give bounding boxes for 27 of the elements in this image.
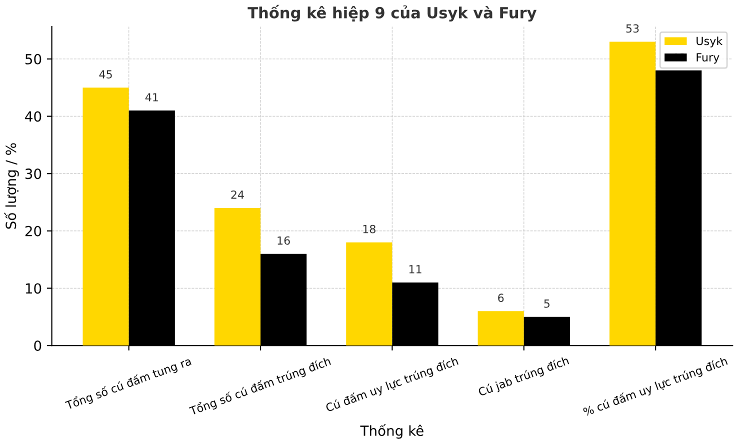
- data-label: 24: [231, 190, 244, 199]
- legend-label: Fury: [696, 53, 720, 64]
- bar: [214, 208, 261, 346]
- y-tick-label: 50: [25, 54, 42, 64]
- bar: [82, 88, 129, 346]
- data-label: 18: [363, 224, 376, 234]
- y-tick-label: 40: [25, 111, 42, 122]
- y-tick-label: 0: [34, 340, 42, 352]
- legend-label: Usyk: [696, 36, 723, 48]
- y-tick-label: 30: [25, 168, 42, 180]
- y-tick-label: 10: [26, 283, 42, 294]
- bar: [346, 242, 392, 346]
- data-label: 45: [99, 70, 112, 79]
- bar: [478, 311, 524, 346]
- data-label: 16: [278, 236, 290, 245]
- y-tick-label: 20: [25, 226, 42, 236]
- data-label: 5: [544, 300, 550, 308]
- data-label: 53: [626, 24, 639, 33]
- chart-title: Thống kê hiệp 9 của Usyk và Fury: [248, 4, 537, 22]
- x-axis-title: Thống kê: [360, 424, 424, 439]
- x-tick-label: % cú đấm uy lực trúng đích: [582, 356, 728, 418]
- data-label: 6: [498, 294, 504, 302]
- y-axis-title: Số lượng / %: [4, 143, 19, 229]
- data-label: 11: [409, 265, 422, 274]
- data-label: 41: [145, 93, 158, 102]
- x-tick-label: Cú jab trúng đích: [478, 356, 570, 398]
- bar: [609, 42, 656, 346]
